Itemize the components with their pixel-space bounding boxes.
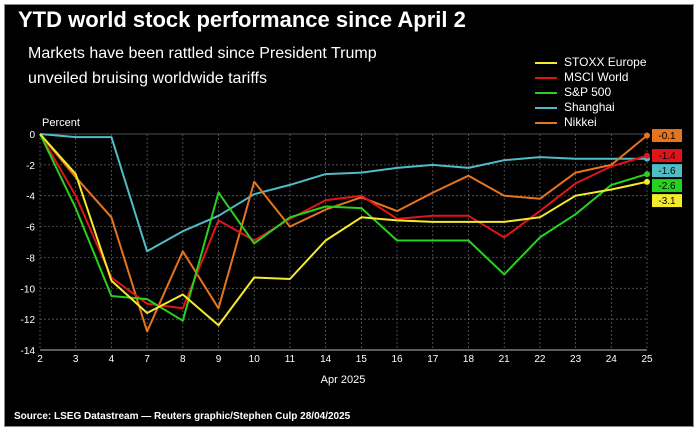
x-axis-title: Apr 2025	[321, 374, 366, 386]
legend-label-msci-world: MSCI World	[564, 70, 629, 84]
series-end-marker-nikkei	[644, 132, 650, 139]
x-tick-label: 15	[356, 354, 368, 365]
end-label-msci-world: -1.4	[658, 151, 676, 162]
series-end-marker-msci-world	[644, 152, 650, 159]
legend-label-shanghai: Shanghai	[564, 100, 615, 114]
series-line-s-p-500	[39, 133, 648, 322]
end-label-box-stoxx-europe	[652, 194, 682, 208]
chart-title: YTD world stock performance since April …	[18, 7, 466, 32]
grid	[39, 133, 648, 351]
series-lines	[39, 132, 650, 333]
y-tick-label: 0	[29, 130, 35, 141]
x-tick-label: 9	[216, 354, 222, 365]
series-end-marker-s-p-500	[644, 171, 650, 178]
end-label-box-msci-world	[652, 149, 682, 163]
end-label-box-nikkei	[652, 129, 682, 143]
x-tick-label: 7	[144, 354, 150, 365]
chart-subtitle-line2: unveiled bruising worldwide tariffs	[28, 70, 267, 87]
series-end-marker-stoxx-europe	[644, 178, 650, 185]
end-label-nikkei: -0.1	[658, 131, 676, 142]
y-tick-label: -12	[21, 315, 36, 326]
legend-label-sp500: S&P 500	[564, 85, 612, 99]
end-labels: -0.1 -1.4 -1.6 -2.6 -3.1	[652, 129, 682, 208]
end-label-box-s-p-500	[652, 179, 682, 193]
x-tick-label: 21	[499, 354, 511, 365]
x-tick-label: 17	[427, 354, 439, 365]
y-tick-label: -6	[26, 223, 35, 234]
x-tick-label: 10	[249, 354, 261, 365]
source-note: Source: LSEG Datastream — Reuters graphi…	[14, 411, 351, 422]
chart-subtitle-line1: Markets have been rattled since Presiden…	[28, 45, 377, 62]
y-tick-label: -4	[26, 192, 35, 203]
x-tick-label: 3	[73, 354, 79, 365]
y-tick-label: -10	[21, 284, 36, 295]
x-axis: 2 3 4 7 8 9 10 11 14 15 16 17 18 21 22 23 24 25	[37, 354, 653, 365]
x-tick-label: 8	[180, 354, 186, 365]
x-tick-label: 2	[37, 354, 43, 365]
x-tick-label: 18	[463, 354, 475, 365]
y-tick-label: -8	[26, 253, 35, 264]
x-tick-label: 25	[641, 354, 653, 365]
series-line-stoxx-europe	[39, 133, 648, 327]
legend-label-stoxx-europe: STOXX Europe	[564, 55, 647, 69]
end-label-s-p-500: -2.6	[658, 181, 676, 192]
series-line-nikkei	[39, 133, 648, 333]
y-tick-label: -14	[21, 346, 36, 357]
x-tick-label: 24	[606, 354, 618, 365]
y-tick-label: -2	[26, 161, 35, 172]
x-tick-label: 16	[391, 354, 403, 365]
end-label-stoxx-europe: -3.1	[658, 196, 676, 207]
legend-swatch-msci-world	[535, 77, 557, 79]
legend-swatch-shanghai	[535, 107, 557, 109]
legend-swatch-sp500	[535, 92, 557, 94]
y-axis-title: Percent	[42, 117, 80, 129]
end-label-box-shanghai	[652, 164, 682, 178]
legend-label-nikkei: Nikkei	[564, 115, 597, 129]
legend-swatch-stoxx-europe	[535, 62, 557, 64]
x-tick-label: 14	[320, 354, 332, 365]
x-tick-label: 22	[534, 354, 546, 365]
series-line-shanghai	[39, 133, 647, 253]
y-axis: 0 -2 -4 -6 -8 -10 -12 -14	[21, 130, 36, 357]
end-label-shanghai: -1.6	[658, 166, 676, 177]
legend-swatch-nikkei	[535, 122, 557, 124]
x-tick-label: 23	[570, 354, 582, 365]
chart-frame	[4, 4, 694, 427]
x-tick-label: 4	[109, 354, 115, 365]
x-tick-label: 11	[285, 354, 296, 365]
